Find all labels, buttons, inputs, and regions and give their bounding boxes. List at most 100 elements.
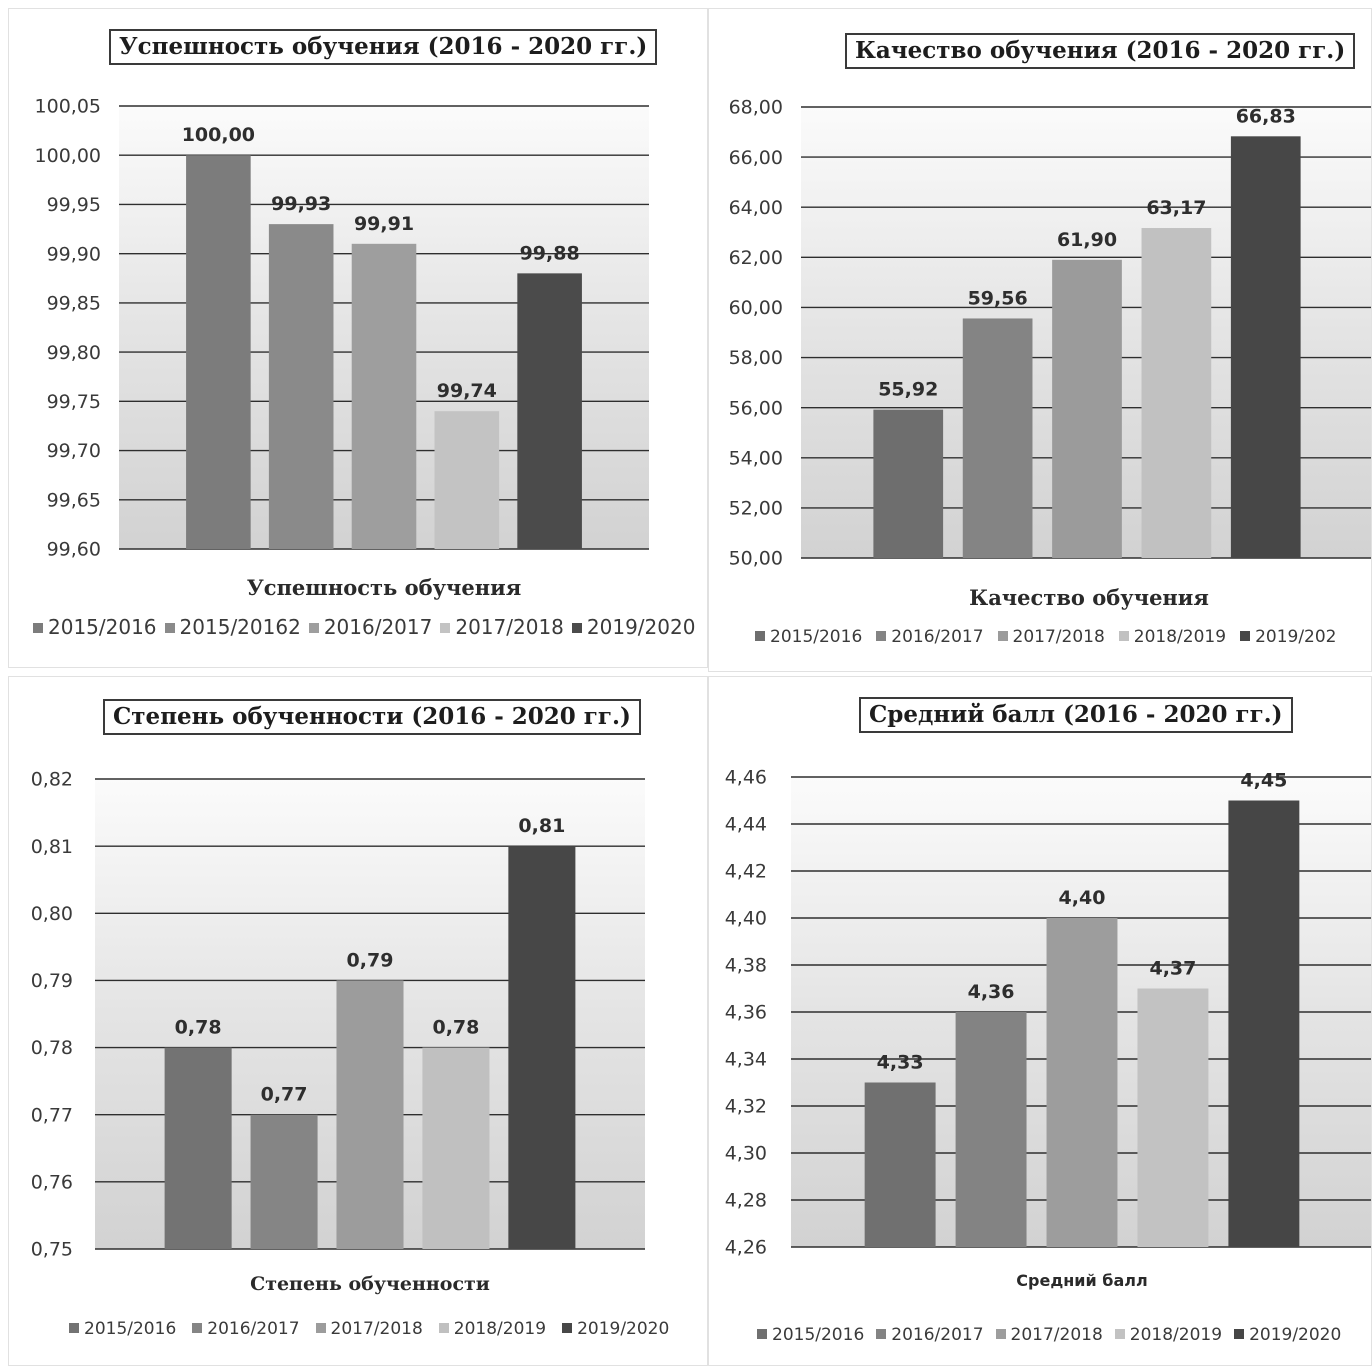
legend-swatch — [876, 631, 887, 641]
legend-item: 2016/2017 — [308, 615, 433, 639]
bar — [517, 273, 582, 549]
chart-panel-sredniy-ball: 4,46 4,44 4,42 4,40 4,38 4,36 4,34 4,32 4,30 4,28… — [708, 676, 1372, 1366]
chart-4-svg: 4,46 4,44 4,42 4,40 4,38 4,36 4,34 4,32 4,30 4,28… — [725, 767, 1371, 1259]
legend-label: 2016/2017 — [323, 615, 433, 639]
y-tick-label: 99,65 — [47, 489, 101, 511]
legend-item: 2016/2017 — [192, 1319, 300, 1339]
y-tick-label: 0,75 — [31, 1239, 73, 1261]
y-tick-label: 0,79 — [31, 970, 73, 992]
legend-item: 2015/2016 — [33, 615, 157, 639]
data-label: 59,56 — [968, 287, 1028, 309]
y-tick-label: 4,38 — [725, 955, 767, 977]
bar — [1052, 259, 1122, 558]
data-label: 4,37 — [1149, 958, 1196, 980]
legend-label: 2015/2016 — [772, 1325, 865, 1345]
legend-swatch — [69, 1323, 79, 1333]
y-tick-label: 99,95 — [47, 194, 101, 216]
y-tick-label: 0,78 — [31, 1037, 73, 1059]
legend-swatch — [571, 623, 582, 633]
legend-label: 2015/2016 — [84, 1319, 177, 1339]
bar — [955, 1012, 1027, 1247]
legend-label: 2016/2017 — [891, 627, 984, 647]
y-tick-label: 4,46 — [725, 767, 767, 789]
legend-item: 2019/2020 — [571, 615, 696, 639]
bar — [434, 411, 500, 549]
legend-swatch — [315, 1323, 326, 1333]
data-label: 0,81 — [518, 815, 565, 837]
legend-swatch — [33, 623, 43, 633]
legend-item: 2015/2016 — [755, 627, 862, 647]
data-label: 100,00 — [182, 124, 255, 146]
legend-label: 2019/2020 — [586, 615, 696, 639]
legend-swatch — [1240, 631, 1251, 641]
legend-item: 2017/2018 — [315, 1319, 423, 1339]
chart-1-legend: 2015/2016 2015/20162 2016/2017 2017/2018 201… — [33, 615, 695, 639]
legend-item: 2017/2018 — [997, 627, 1105, 647]
bar — [1137, 988, 1209, 1247]
chart-2-legend: 2015/2016 2016/2017 2017/2018 2018/2019 2019… — [755, 627, 1337, 647]
chart-2-xlabel: Качество обучения — [969, 585, 1209, 610]
y-tick-label: 56,00 — [729, 397, 783, 419]
data-label: 66,83 — [1236, 105, 1296, 127]
data-label: 61,90 — [1057, 229, 1117, 251]
legend-label: 2018/2019 — [1133, 627, 1227, 647]
y-tick-label: 4,26 — [725, 1237, 767, 1259]
legend-item: 2017/2018 — [995, 1325, 1103, 1345]
chart-3-svg: 0,82 0,81 0,80 0,79 0,78 0,77 0,76 0,75 0,78 0,77… — [31, 769, 645, 1261]
chart-1-xlabel: Успешность обучения — [246, 575, 522, 600]
bar — [1228, 800, 1300, 1247]
y-tick-label: 99,80 — [47, 342, 101, 364]
chart-panel-kachestvo: 68,00 66,00 64,00 62,00 60,00 58,00 56,00 54,00… — [708, 8, 1372, 672]
bar — [250, 1114, 318, 1249]
data-label: 99,88 — [520, 242, 580, 264]
bar — [1046, 918, 1118, 1247]
data-label: 0,79 — [347, 949, 394, 971]
legend-item: 2017/2018 — [440, 615, 564, 639]
bar — [864, 1082, 936, 1247]
bar — [422, 1047, 490, 1249]
y-tick-label: 99,90 — [47, 243, 101, 265]
y-tick-label: 99,60 — [47, 539, 101, 561]
data-label: 4,40 — [1059, 887, 1106, 909]
y-tick-label: 66,00 — [729, 147, 783, 169]
data-label: 99,93 — [271, 193, 331, 215]
y-tick-label: 99,70 — [47, 440, 101, 462]
legend-label: 2017/2018 — [1012, 627, 1105, 647]
chart-3-legend: 2015/2016 2016/2017 2017/2018 2018/2019 2019… — [69, 1319, 669, 1339]
chart-2-svg: 68,00 66,00 64,00 62,00 60,00 58,00 56,00 54,00… — [729, 97, 1371, 570]
bar — [164, 1047, 232, 1249]
legend-swatch — [192, 1323, 203, 1333]
legend-label: 2016/2017 — [207, 1319, 300, 1339]
legend-swatch — [995, 1329, 1006, 1339]
bar — [186, 155, 251, 549]
legend-swatch — [164, 623, 175, 633]
chart-4-title: Средний балл (2016 - 2020 гг.) — [859, 697, 1293, 733]
legend-swatch — [308, 623, 319, 633]
y-tick-label: 4,36 — [725, 1002, 767, 1024]
y-tick-label: 4,28 — [725, 1190, 767, 1212]
legend-item: 2018/2019 — [438, 1319, 547, 1339]
y-tick-label: 68,00 — [729, 97, 783, 119]
chart-3-xlabel: Степень обученности — [250, 1273, 490, 1295]
legend-swatch — [997, 631, 1008, 641]
legend-item: 2016/2017 — [876, 1325, 984, 1345]
data-label: 55,92 — [878, 379, 938, 401]
data-label: 0,78 — [175, 1017, 222, 1039]
legend-label: 2019/202 — [1255, 627, 1337, 647]
y-tick-label: 4,40 — [725, 908, 767, 930]
legend-item: 2016/2017 — [876, 627, 984, 647]
bar — [336, 980, 404, 1249]
chart-panel-stepen: 0,82 0,81 0,80 0,79 0,78 0,77 0,76 0,75 0,78 0,77… — [8, 676, 708, 1366]
y-tick-label: 62,00 — [729, 247, 783, 269]
chart-3-title: Степень обученности (2016 - 2020 гг.) — [103, 699, 641, 735]
legend-item: 2019/2020 — [562, 1319, 669, 1339]
y-tick-label: 0,80 — [31, 903, 73, 925]
bar — [873, 409, 944, 558]
y-tick-label: 58,00 — [729, 347, 783, 369]
legend-label: 2019/2020 — [1249, 1325, 1342, 1345]
y-tick-label: 52,00 — [729, 498, 783, 520]
y-tick-label: 0,81 — [31, 836, 73, 858]
legend-label: 2016/2017 — [891, 1325, 984, 1345]
legend-swatch — [438, 1323, 449, 1333]
legend-label: 2018/2019 — [453, 1319, 547, 1339]
